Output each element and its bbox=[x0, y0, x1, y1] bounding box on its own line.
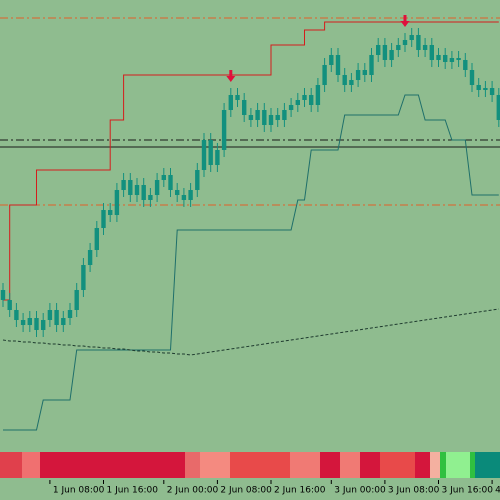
candle-body bbox=[275, 115, 280, 120]
candle-body bbox=[402, 40, 408, 45]
candle-body bbox=[469, 70, 475, 85]
candle-body bbox=[54, 310, 59, 325]
candle-body bbox=[221, 110, 227, 150]
candle-body bbox=[288, 105, 294, 110]
candle-body bbox=[422, 45, 428, 50]
candle-body bbox=[20, 320, 26, 325]
sell-arrow bbox=[226, 70, 236, 82]
candle-body bbox=[456, 58, 461, 60]
x-tick-label: 1 Jun 16:00 bbox=[107, 486, 159, 496]
candle-body bbox=[349, 80, 354, 85]
x-tick-label: 3 Jun 08:00 bbox=[388, 486, 440, 496]
candle-body bbox=[34, 318, 39, 330]
candle-body bbox=[382, 45, 388, 60]
candle-body bbox=[94, 228, 99, 250]
candle-body bbox=[175, 190, 180, 195]
candle-body bbox=[148, 195, 153, 200]
x-tick-label: 4 Jun bbox=[495, 486, 500, 496]
candle-body bbox=[181, 195, 187, 200]
candle-body bbox=[476, 85, 481, 90]
candle-body bbox=[235, 95, 240, 100]
candle-body bbox=[268, 115, 274, 125]
candle-body bbox=[295, 100, 300, 105]
candle-body bbox=[322, 65, 327, 85]
candle-body bbox=[376, 45, 381, 55]
x-tick-label: 3 Jun 00:00 bbox=[334, 486, 386, 496]
x-tick-label: 3 Jun 16:00 bbox=[442, 486, 494, 496]
candle-body bbox=[7, 300, 12, 310]
candle-body bbox=[14, 310, 19, 320]
x-tick-label: 2 Jun 00:00 bbox=[167, 486, 219, 496]
candle-body bbox=[248, 115, 254, 120]
candle-body bbox=[41, 320, 46, 330]
candle-body bbox=[134, 185, 140, 195]
candle-body bbox=[362, 70, 367, 75]
candle-body bbox=[463, 60, 468, 70]
candle-body bbox=[396, 45, 401, 50]
candle-body bbox=[443, 55, 448, 62]
candle-body bbox=[87, 250, 93, 265]
candle-body bbox=[369, 55, 374, 75]
candle-body bbox=[302, 95, 307, 100]
sell-arrow bbox=[400, 15, 410, 27]
candle-body bbox=[262, 110, 267, 125]
candle-body bbox=[128, 180, 133, 195]
candle-body bbox=[315, 85, 321, 105]
candle-body bbox=[342, 75, 347, 85]
candle-body bbox=[242, 100, 247, 115]
candle-body bbox=[329, 55, 334, 65]
candle-body bbox=[228, 95, 233, 110]
candle-body bbox=[282, 110, 287, 120]
candle-body bbox=[121, 180, 126, 190]
candle-body bbox=[255, 110, 260, 120]
candle-body bbox=[67, 310, 73, 318]
candle-body bbox=[81, 265, 86, 290]
candle-body bbox=[141, 185, 146, 200]
candle-body bbox=[489, 88, 495, 95]
indicator-line bbox=[3, 94, 499, 431]
candle-body bbox=[61, 318, 66, 325]
x-tick-label: 1 Jun 08:00 bbox=[53, 486, 105, 496]
candle-body bbox=[74, 290, 79, 310]
candle-body bbox=[496, 95, 500, 120]
candle-body bbox=[389, 50, 394, 60]
candle-body bbox=[409, 35, 414, 40]
candle-body bbox=[436, 55, 441, 60]
candle-body bbox=[309, 95, 314, 105]
candle-body bbox=[108, 210, 113, 215]
candle-body bbox=[416, 35, 421, 50]
candle-body bbox=[483, 88, 488, 90]
candle-body bbox=[335, 55, 341, 75]
candle-body bbox=[114, 190, 120, 215]
indicator-line bbox=[2, 308, 499, 356]
candle-body bbox=[154, 180, 160, 195]
candle-body bbox=[429, 45, 434, 60]
candle-body bbox=[168, 175, 173, 190]
x-tick-label: 2 Jun 08:00 bbox=[220, 486, 272, 496]
candle-body bbox=[355, 70, 361, 80]
candle-body bbox=[201, 140, 207, 170]
candle-body bbox=[0, 290, 6, 300]
candle-body bbox=[27, 318, 32, 325]
candle-body bbox=[449, 58, 455, 62]
candle-body bbox=[215, 150, 220, 165]
candle-body bbox=[161, 175, 166, 180]
x-tick-label: 2 Jun 16:00 bbox=[274, 486, 326, 496]
candle-body bbox=[208, 140, 213, 165]
candle-body bbox=[47, 310, 53, 320]
candle-body bbox=[101, 210, 106, 228]
candle-body bbox=[195, 170, 200, 190]
heat-strip bbox=[0, 452, 500, 478]
candle-body bbox=[188, 190, 193, 200]
